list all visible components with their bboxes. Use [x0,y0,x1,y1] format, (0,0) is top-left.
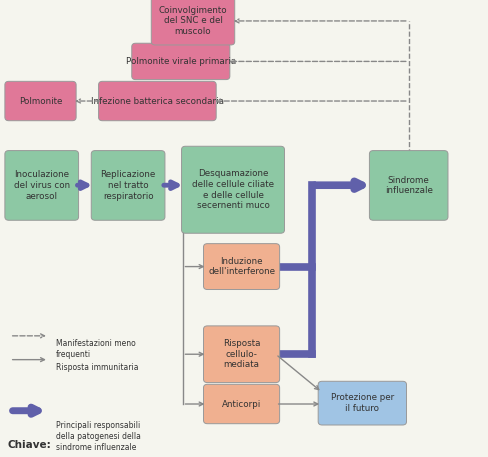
FancyBboxPatch shape [91,150,165,220]
FancyBboxPatch shape [318,381,407,425]
Text: Desquamazione
delle cellule ciliate
e delle cellule
secernenti muco: Desquamazione delle cellule ciliate e de… [192,169,274,210]
Text: Inoculazione
del virus con
aerosol: Inoculazione del virus con aerosol [14,170,70,201]
Text: Polmonite: Polmonite [19,96,62,106]
FancyBboxPatch shape [132,43,230,80]
FancyBboxPatch shape [5,150,79,220]
Text: Coinvolgimento
del SNC e del
muscolo: Coinvolgimento del SNC e del muscolo [159,5,227,36]
FancyBboxPatch shape [182,146,285,233]
FancyBboxPatch shape [203,326,280,383]
Text: Risposta immunitaria: Risposta immunitaria [56,363,139,372]
FancyBboxPatch shape [203,384,280,424]
FancyBboxPatch shape [5,81,76,121]
Text: Manifestazioni meno
frequenti: Manifestazioni meno frequenti [56,339,136,359]
Text: Anticorpi: Anticorpi [222,399,261,409]
FancyBboxPatch shape [203,244,280,290]
Text: Polmonite virale primaria: Polmonite virale primaria [126,57,236,66]
FancyBboxPatch shape [369,150,448,220]
FancyBboxPatch shape [99,81,216,121]
Text: Principali responsabili
della patogenesi della
sindrome influenzale: Principali responsabili della patogenesi… [56,421,141,452]
Text: Replicazione
nel tratto
respiratorio: Replicazione nel tratto respiratorio [101,170,156,201]
Text: Risposta
cellulo-
mediata: Risposta cellulo- mediata [223,339,260,369]
Text: Protezione per
il futuro: Protezione per il futuro [331,393,394,413]
Text: Chiave:: Chiave: [7,440,51,450]
FancyBboxPatch shape [151,0,235,45]
Text: Induzione
dell'interferone: Induzione dell'interferone [208,257,275,276]
Text: Sindrome
influenzale: Sindrome influenzale [385,175,433,195]
Text: Infezione batterica secondaria: Infezione batterica secondaria [91,96,224,106]
